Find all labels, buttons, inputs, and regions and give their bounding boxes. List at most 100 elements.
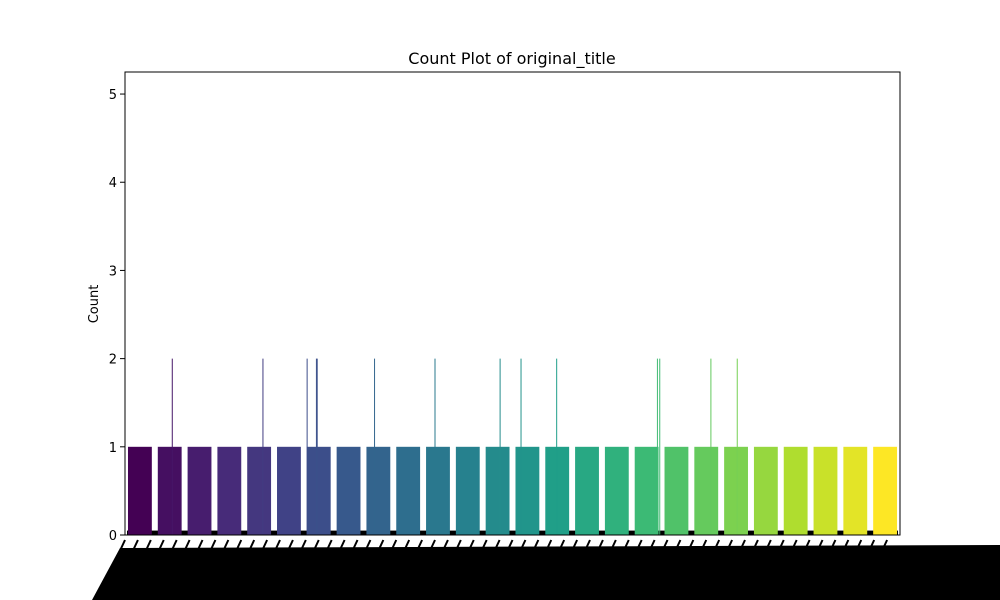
x-tick-label-stroke [109, 539, 139, 600]
x-tick-label-stroke [121, 539, 152, 600]
x-tick-label-stroke [444, 539, 475, 600]
bar [604, 446, 629, 535]
x-tick-label-stroke [328, 539, 359, 600]
x-tick-label-stroke [612, 539, 643, 600]
x-tick-label-stroke [186, 539, 217, 600]
bar [127, 446, 152, 535]
x-tick-label-stroke [173, 539, 204, 600]
x-tick-label-stroke [651, 539, 682, 600]
x-tick-label-stroke [858, 539, 888, 600]
x-axis [92, 539, 1000, 600]
x-tick-label-stroke [470, 539, 501, 600]
x-tick-label-stroke [341, 539, 372, 600]
bar [575, 446, 599, 535]
x-tick-label-stroke [586, 539, 617, 600]
baseline-strip [127, 530, 898, 535]
x-tick-label-stroke [276, 539, 307, 600]
x-tick-label-stroke [315, 539, 346, 600]
bar [843, 446, 868, 535]
bar [634, 446, 659, 535]
bar [217, 446, 242, 535]
x-tick-label-stroke [703, 539, 733, 600]
x-tick-label-stroke [535, 539, 566, 600]
bar [157, 446, 182, 535]
x-tick-label-stroke [419, 539, 449, 600]
bar [753, 446, 778, 535]
bar [724, 446, 748, 535]
x-tick-label-stroke [251, 539, 281, 600]
x-tick-label-stroke [238, 539, 268, 600]
x-tick-label-stroke [199, 539, 230, 600]
x-tick-label-stroke [819, 539, 850, 600]
x-tick-label-stroke [690, 539, 721, 600]
x-tick-label-stroke [767, 539, 798, 600]
x-tick-label-stroke [793, 539, 824, 600]
x-tick-label-stroke [677, 539, 708, 600]
bar [694, 446, 719, 535]
bar [426, 446, 450, 535]
x-tick-label-stroke [160, 539, 191, 600]
x-tick-label-stroke [354, 539, 385, 600]
x-tick-label-stroke [806, 539, 837, 600]
x-tick-label-stroke [716, 539, 746, 600]
x-tick-label-stroke [832, 539, 863, 600]
x-tick-label-stroke [264, 539, 294, 600]
y-axis: 0 1 2 3 4 5 [109, 88, 125, 544]
x-tick-label-stroke [638, 539, 669, 600]
x-tick-label-stroke [845, 539, 876, 600]
x-tick-label-stroke [522, 539, 553, 600]
y-tick-label: 2 [109, 353, 117, 368]
y-axis-label: Count [87, 285, 102, 324]
bar [187, 446, 212, 535]
y-tick-label: 5 [109, 88, 117, 103]
x-tick-label-stroke [496, 539, 527, 600]
x-tick-label-stroke [483, 539, 514, 600]
x-tick-label-stroke [457, 539, 488, 600]
bar [396, 446, 421, 535]
x-tick-label-stroke [664, 539, 695, 600]
bar [306, 446, 331, 535]
x-tick-label-stroke [561, 539, 591, 600]
y-tick-label: 1 [109, 441, 117, 456]
bar [813, 446, 838, 535]
bar [664, 446, 689, 535]
bar [455, 446, 480, 535]
x-tick-label-stroke [599, 539, 630, 600]
x-tick-label-stroke [431, 539, 462, 600]
y-tick-label: 3 [109, 264, 117, 279]
bar [545, 446, 570, 535]
bar [783, 446, 808, 535]
x-tick-label-stroke [134, 539, 165, 600]
plot-area [124, 71, 901, 536]
bar [336, 446, 361, 535]
bar [515, 446, 540, 535]
x-tick-label-stroke [393, 539, 423, 600]
bar [366, 446, 391, 535]
x-tick-label-stroke [625, 539, 656, 600]
x-tick-label-stroke [289, 539, 320, 600]
y-tick-label: 0 [109, 529, 117, 544]
x-tick-label-stroke [741, 539, 772, 600]
x-tick-label-stroke [212, 539, 243, 600]
x-tick-labels-overlap [92, 545, 1000, 600]
x-tick-label-stroke [509, 539, 540, 600]
bar [485, 446, 510, 535]
x-tick-label-stroke [406, 539, 436, 600]
x-tick-label-stroke [96, 539, 126, 600]
x-tick-label-stroke [380, 539, 411, 600]
y-tick-label: 4 [109, 176, 117, 191]
chart-title: Count Plot of original_title [408, 49, 615, 69]
x-tick-label-stroke [780, 539, 811, 600]
x-tick-label-stroke [729, 539, 759, 600]
x-tick-label-stroke [548, 539, 578, 600]
x-tick-label-stroke [367, 539, 398, 600]
x-tick-label-stroke [574, 539, 604, 600]
bar [247, 446, 272, 535]
plot-frame [124, 71, 901, 536]
x-tick-label-stroke [225, 539, 256, 600]
bar [873, 446, 898, 535]
x-tick-label-stroke [754, 539, 785, 600]
x-tick-label-stroke [147, 539, 178, 600]
x-tick-label-stroke [302, 539, 333, 600]
